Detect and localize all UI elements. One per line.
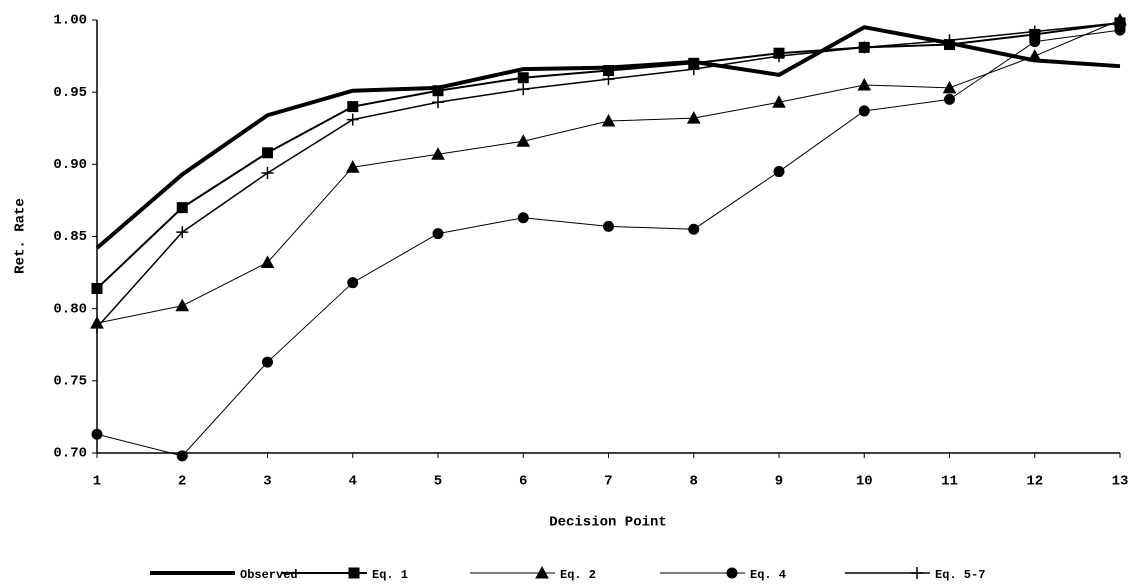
- marker: [601, 113, 616, 127]
- marker: [346, 113, 359, 126]
- marker: [261, 166, 274, 179]
- marker: [91, 428, 103, 440]
- marker: [517, 212, 529, 224]
- marker: [176, 450, 188, 462]
- x-tick-label: 1: [93, 474, 101, 490]
- marker: [944, 93, 955, 105]
- marker: [1029, 36, 1041, 48]
- y-tick-label: 0.85: [53, 229, 87, 245]
- marker: [517, 83, 530, 96]
- marker: [773, 166, 785, 178]
- marker: [260, 255, 275, 268]
- marker: [176, 226, 189, 239]
- x-tick-label: 2: [178, 474, 186, 490]
- marker: [603, 220, 614, 232]
- marker: [911, 567, 923, 579]
- marker: [1114, 16, 1126, 29]
- marker: [686, 111, 701, 124]
- marker: [773, 50, 785, 63]
- legend-label: Eq. 2: [560, 568, 596, 582]
- marker: [262, 147, 273, 159]
- x-tick-label: 11: [941, 474, 958, 490]
- x-tick-label: 4: [349, 474, 357, 490]
- x-tick-label: 13: [1112, 474, 1129, 490]
- series-line: [96, 29, 1121, 457]
- legend-label: Eq. 4: [750, 568, 786, 582]
- marker: [1027, 49, 1042, 62]
- marker: [431, 147, 445, 160]
- marker: [942, 80, 957, 94]
- marker: [432, 228, 444, 240]
- marker: [432, 85, 444, 97]
- marker: [347, 101, 359, 113]
- marker: [772, 95, 786, 108]
- marker: [858, 41, 871, 54]
- marker: [535, 565, 549, 579]
- marker: [347, 277, 359, 289]
- marker: [262, 356, 273, 368]
- marker: [602, 73, 615, 86]
- marker: [1028, 25, 1041, 38]
- legend-label: Eq. 1: [372, 568, 408, 582]
- y-tick-label: 0.75: [53, 374, 87, 390]
- y-tick-label: 0.70: [53, 446, 87, 462]
- series-line: [95, 25, 1121, 250]
- marker: [345, 160, 360, 173]
- series-line: [96, 21, 1121, 290]
- marker: [348, 567, 360, 579]
- y-tick-label: 0.90: [53, 157, 87, 173]
- x-tick-label: 8: [690, 474, 698, 490]
- marker: [688, 223, 700, 235]
- x-tick-label: 7: [604, 474, 612, 490]
- marker: [516, 134, 531, 147]
- x-tick-label: 12: [1026, 474, 1043, 490]
- marker: [687, 63, 700, 76]
- x-tick-label: 10: [856, 474, 873, 490]
- marker: [176, 202, 188, 214]
- marker: [726, 567, 738, 579]
- marker: [91, 282, 103, 294]
- y-tick-label: 0.95: [53, 85, 87, 101]
- marker: [432, 96, 444, 109]
- marker: [943, 34, 956, 47]
- marker: [858, 105, 870, 117]
- marker: [91, 321, 103, 334]
- x-tick-label: 3: [263, 474, 271, 490]
- marker: [857, 77, 872, 91]
- y-axis-label: Ret. Rate: [13, 198, 29, 274]
- x-axis-label: Decision Point: [549, 515, 667, 531]
- x-tick-label: 9: [775, 474, 783, 490]
- legend-label: Eq. 5-7: [935, 568, 985, 582]
- x-tick-label: 6: [519, 474, 527, 490]
- marker: [517, 72, 529, 84]
- legend-label: Observed: [240, 568, 298, 582]
- y-tick-label: 1.00: [53, 13, 87, 29]
- y-tick-label: 0.80: [53, 301, 87, 317]
- marker: [175, 298, 190, 312]
- x-tick-label: 5: [434, 474, 442, 490]
